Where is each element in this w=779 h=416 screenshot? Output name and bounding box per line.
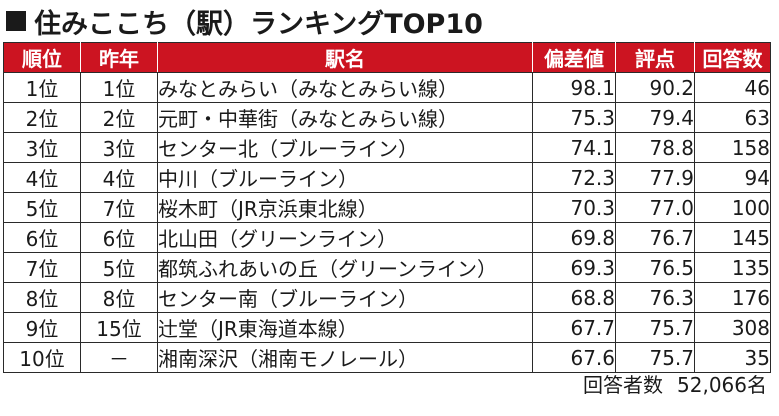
header-responses: 回答数 (694, 42, 771, 73)
cell-rank: 1位 (3, 72, 81, 103)
cell-responses: 94 (694, 162, 771, 193)
cell-responses: 35 (694, 342, 771, 373)
cell-deviation: 67.6 (532, 342, 616, 373)
respondent-count-value: 52,066名 (677, 373, 767, 397)
cell-score: 76.5 (615, 252, 695, 283)
header-deviation: 偏差値 (532, 42, 616, 73)
cell-deviation: 70.3 (532, 192, 616, 223)
cell-last-year: 6位 (80, 222, 158, 253)
cell-responses: 63 (694, 102, 771, 133)
cell-station: センター南（ブルーライン） (157, 282, 533, 313)
cell-responses: 135 (694, 252, 771, 283)
cell-responses: 100 (694, 192, 771, 223)
table-row: 3位 3位 センター北（ブルーライン） 74.1 78.8 158 (3, 132, 771, 163)
cell-last-year: 15位 (80, 312, 158, 343)
cell-responses: 176 (694, 282, 771, 313)
cell-station: 中川（ブルーライン） (157, 162, 533, 193)
header-rank: 順位 (3, 42, 81, 73)
title-bullet-square (6, 11, 26, 31)
table-row: 2位 2位 元町・中華街（みなとみらい線） 75.3 79.4 63 (3, 102, 771, 133)
table-row: 6位 6位 北山田（グリーンライン） 69.8 76.7 145 (3, 222, 771, 253)
cell-last-year: 5位 (80, 252, 158, 283)
cell-score: 75.7 (615, 312, 695, 343)
cell-station: 桜木町（JR京浜東北線） (157, 192, 533, 223)
cell-responses: 308 (694, 312, 771, 343)
cell-score: 75.7 (615, 342, 695, 373)
cell-last-year: 1位 (80, 72, 158, 103)
cell-score: 77.9 (615, 162, 695, 193)
cell-deviation: 69.8 (532, 222, 616, 253)
header-last-year: 昨年 (80, 42, 158, 73)
table-row: 4位 4位 中川（ブルーライン） 72.3 77.9 94 (3, 162, 771, 193)
cell-last-year: 7位 (80, 192, 158, 223)
cell-rank: 10位 (3, 342, 81, 373)
respondent-count-label: 回答者数 (583, 373, 664, 397)
cell-rank: 9位 (3, 312, 81, 343)
cell-score: 90.2 (615, 72, 695, 103)
ranking-table: 順位 昨年 駅名 偏差値 評点 回答数 1位 1位 みなとみらい（みなとみらい線… (3, 42, 771, 373)
cell-last-year: 2位 (80, 102, 158, 133)
cell-score: 77.0 (615, 192, 695, 223)
cell-last-year: 4位 (80, 162, 158, 193)
cell-rank: 5位 (3, 192, 81, 223)
cell-station: センター北（ブルーライン） (157, 132, 533, 163)
header-score: 評点 (615, 42, 695, 73)
cell-deviation: 74.1 (532, 132, 616, 163)
cell-rank: 8位 (3, 282, 81, 313)
cell-deviation: 69.3 (532, 252, 616, 283)
cell-score: 79.4 (615, 102, 695, 133)
cell-rank: 4位 (3, 162, 81, 193)
table-row: 5位 7位 桜木町（JR京浜東北線） 70.3 77.0 100 (3, 192, 771, 223)
cell-rank: 7位 (3, 252, 81, 283)
respondent-count: 回答者数 52,066名 (583, 369, 767, 398)
cell-deviation: 98.1 (532, 72, 616, 103)
table-header-row: 順位 昨年 駅名 偏差値 評点 回答数 (3, 42, 771, 73)
table-row: 8位 8位 センター南（ブルーライン） 68.8 76.3 176 (3, 282, 771, 313)
cell-station: 湘南深沢（湘南モノレール） (157, 342, 533, 373)
cell-station: 北山田（グリーンライン） (157, 222, 533, 253)
cell-station: 辻堂（JR東海道本線） (157, 312, 533, 343)
title-row: 住みここち（駅）ランキングTOP10 (4, 3, 483, 40)
cell-last-year: 8位 (80, 282, 158, 313)
table-row: 9位 15位 辻堂（JR東海道本線） 67.7 75.7 308 (3, 312, 771, 343)
cell-responses: 158 (694, 132, 771, 163)
page-title: 住みここち（駅）ランキングTOP10 (34, 8, 483, 40)
cell-station: みなとみらい（みなとみらい線） (157, 72, 533, 103)
cell-station: 元町・中華街（みなとみらい線） (157, 102, 533, 133)
cell-deviation: 75.3 (532, 102, 616, 133)
header-station: 駅名 (157, 42, 533, 73)
cell-station: 都筑ふれあいの丘（グリーンライン） (157, 252, 533, 283)
cell-deviation: 67.7 (532, 312, 616, 343)
table-row: 10位 － 湘南深沢（湘南モノレール） 67.6 75.7 35 (3, 342, 771, 373)
cell-last-year: － (80, 342, 158, 373)
cell-responses: 145 (694, 222, 771, 253)
cell-score: 78.8 (615, 132, 695, 163)
cell-last-year: 3位 (80, 132, 158, 163)
cell-rank: 6位 (3, 222, 81, 253)
cell-rank: 3位 (3, 132, 81, 163)
cell-responses: 46 (694, 72, 771, 103)
table-row: 7位 5位 都筑ふれあいの丘（グリーンライン） 69.3 76.5 135 (3, 252, 771, 283)
table-row: 1位 1位 みなとみらい（みなとみらい線） 98.1 90.2 46 (3, 72, 771, 103)
cell-score: 76.7 (615, 222, 695, 253)
cell-score: 76.3 (615, 282, 695, 313)
cell-deviation: 72.3 (532, 162, 616, 193)
cell-rank: 2位 (3, 102, 81, 133)
cell-deviation: 68.8 (532, 282, 616, 313)
